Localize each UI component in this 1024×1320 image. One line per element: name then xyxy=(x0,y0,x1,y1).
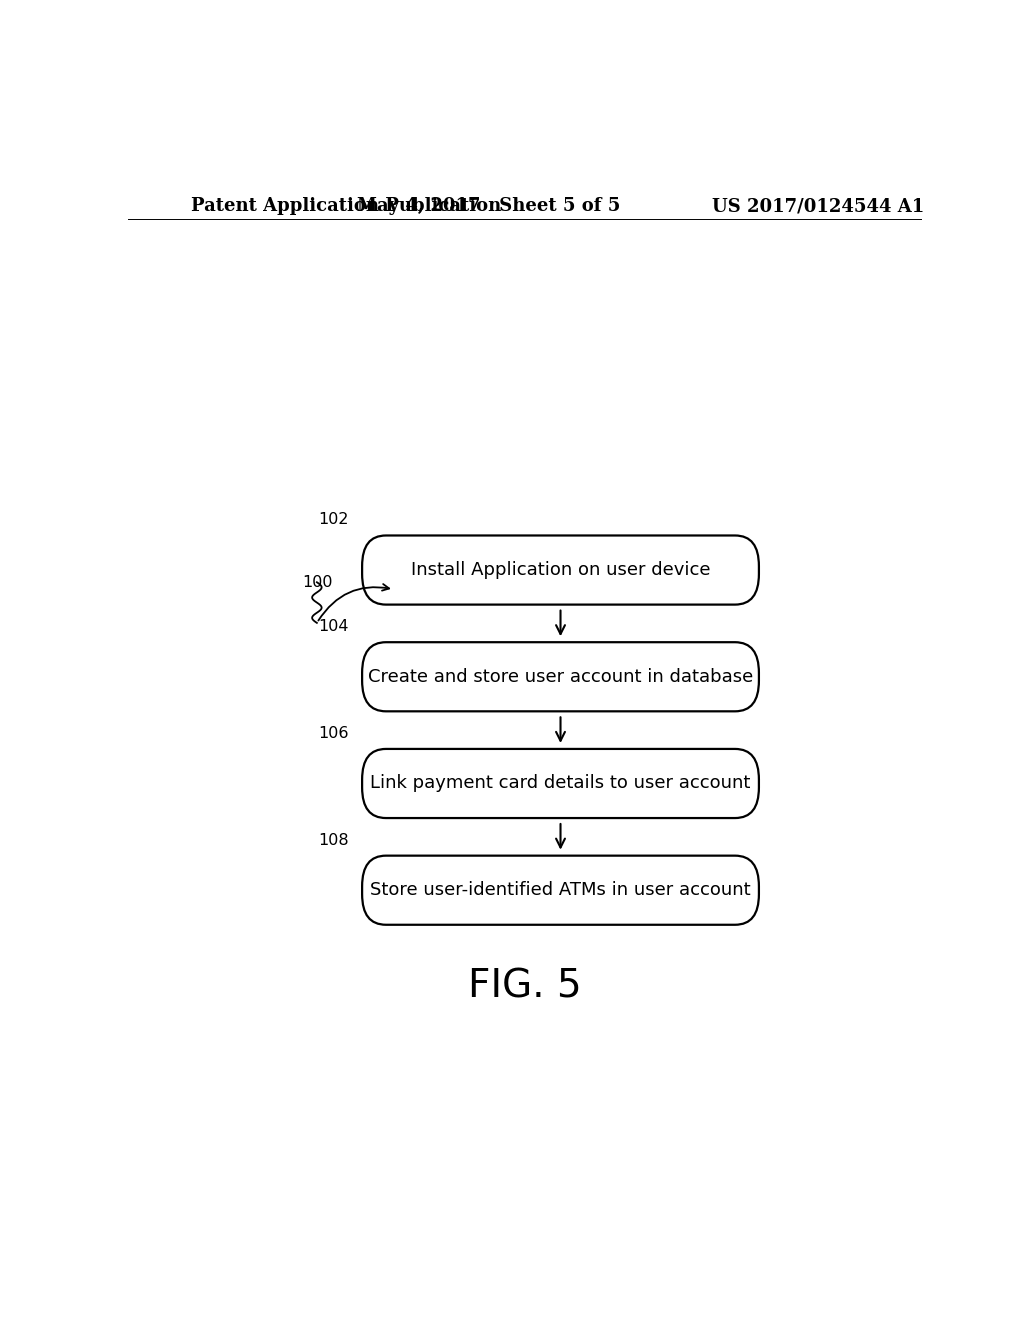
FancyBboxPatch shape xyxy=(362,748,759,818)
Text: 102: 102 xyxy=(318,512,349,528)
Text: Store user-identified ATMs in user account: Store user-identified ATMs in user accou… xyxy=(371,882,751,899)
FancyBboxPatch shape xyxy=(362,855,759,925)
Text: 100: 100 xyxy=(303,576,333,590)
Text: 104: 104 xyxy=(318,619,349,634)
Text: Patent Application Publication: Patent Application Publication xyxy=(191,197,502,215)
Text: FIG. 5: FIG. 5 xyxy=(468,968,582,1006)
Text: Install Application on user device: Install Application on user device xyxy=(411,561,711,579)
Text: May 4, 2017   Sheet 5 of 5: May 4, 2017 Sheet 5 of 5 xyxy=(357,197,621,215)
Text: 108: 108 xyxy=(318,833,349,847)
Text: 106: 106 xyxy=(318,726,349,741)
Text: US 2017/0124544 A1: US 2017/0124544 A1 xyxy=(713,197,925,215)
Text: Link payment card details to user account: Link payment card details to user accoun… xyxy=(371,775,751,792)
FancyBboxPatch shape xyxy=(362,536,759,605)
FancyBboxPatch shape xyxy=(362,643,759,711)
Text: Create and store user account in database: Create and store user account in databas… xyxy=(368,668,753,686)
